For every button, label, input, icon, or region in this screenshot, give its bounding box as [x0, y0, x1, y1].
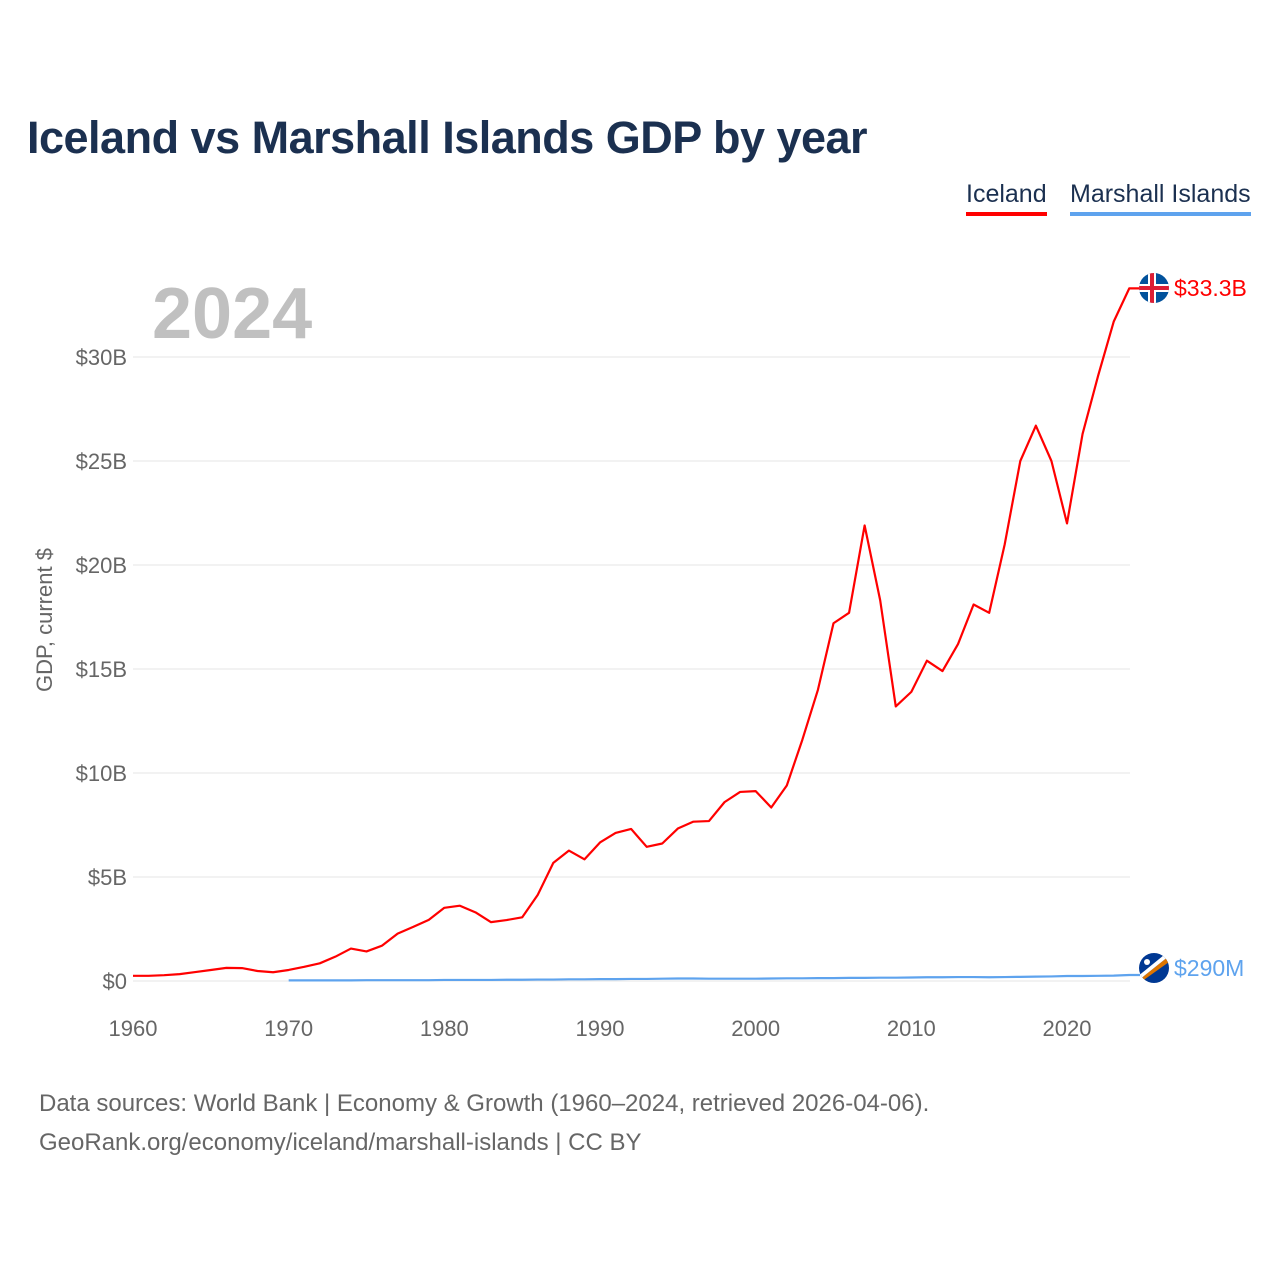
year-label: 2024: [152, 274, 312, 354]
end-value-label: $290M: [1174, 955, 1244, 981]
series-line-iceland: [133, 287, 1140, 977]
x-tick-label: 1960: [109, 1016, 158, 1041]
x-tick-label: 2000: [731, 1016, 780, 1041]
series-line-marshall-islands: [288, 973, 1140, 982]
x-tick-label: 1980: [420, 1016, 469, 1041]
y-axis-label: GDP, current $: [32, 548, 57, 692]
y-tick-label: $30B: [76, 345, 127, 370]
source-note: Data sources: World Bank | Economy & Gro…: [39, 1090, 930, 1117]
end-value-label: $33.3B: [1174, 275, 1247, 301]
y-tick-label: $0: [103, 969, 127, 994]
x-tick-label: 2020: [1043, 1016, 1092, 1041]
marshall-islands-flag-icon: [1139, 952, 1169, 983]
x-tick-label: 1970: [264, 1016, 313, 1041]
y-tick-label: $10B: [76, 761, 127, 786]
x-tick-label: 1990: [576, 1016, 625, 1041]
chart-title: Iceland vs Marshall Islands GDP by year: [27, 112, 868, 163]
source-link[interactable]: GeoRank.org/economy/iceland/marshall-isl…: [39, 1129, 642, 1156]
legend-iceland[interactable]: Iceland: [966, 180, 1047, 216]
y-tick-label: $25B: [76, 449, 127, 474]
legend-marshall-islands[interactable]: Marshall Islands: [1070, 180, 1251, 216]
footer: Data sources: World Bank | Economy & Gro…: [39, 1084, 929, 1162]
y-tick-label: $5B: [88, 865, 127, 890]
iceland-flag-icon: [1139, 273, 1169, 303]
y-tick-label: $20B: [76, 553, 127, 578]
y-tick-label: $15B: [76, 657, 127, 682]
x-tick-label: 2010: [887, 1016, 936, 1041]
